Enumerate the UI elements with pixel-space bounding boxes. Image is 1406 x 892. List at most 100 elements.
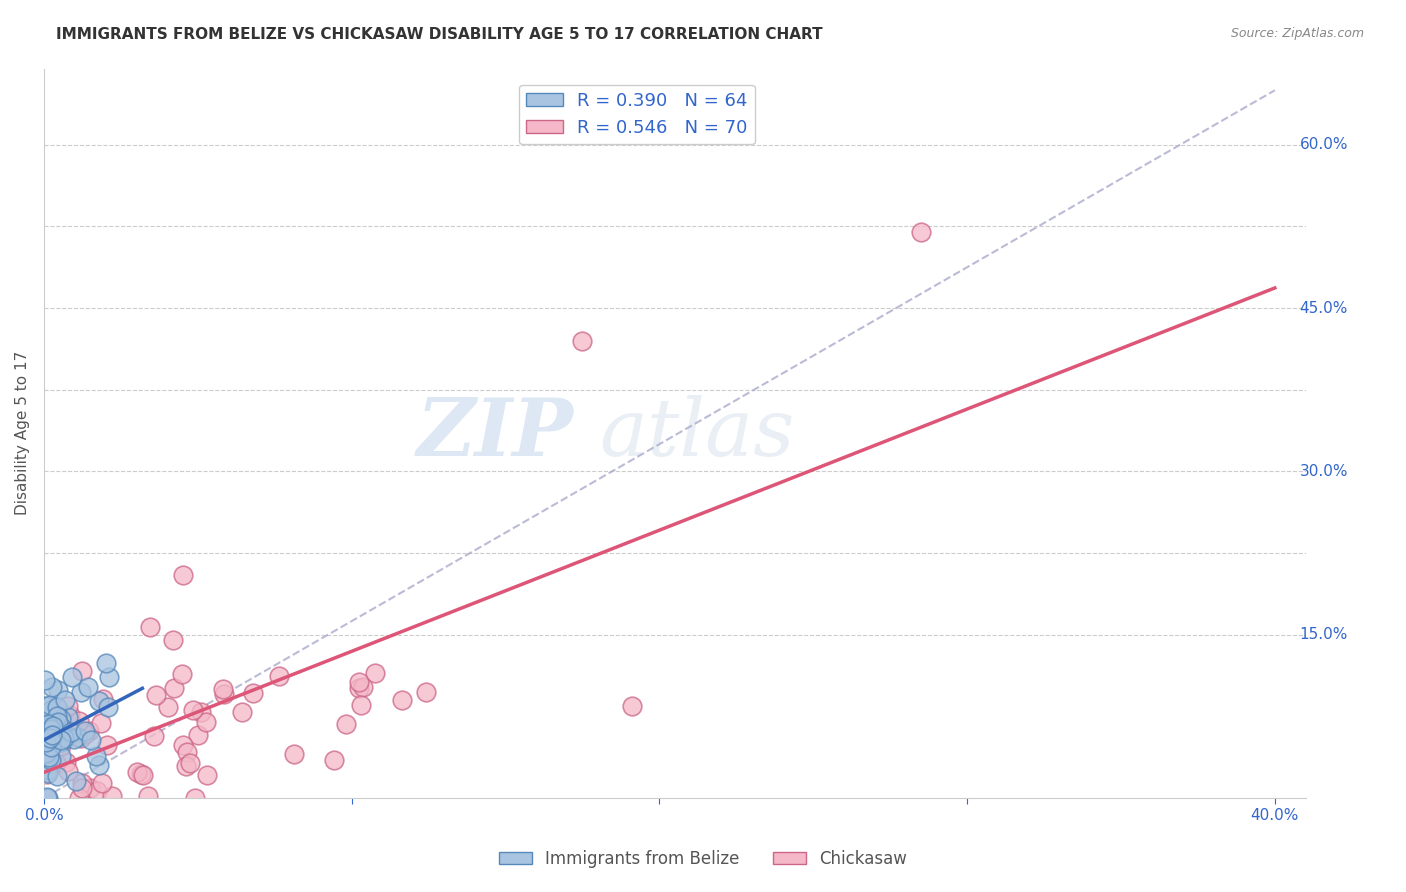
Point	[67, 714, 90, 729]
Point	[176, 745, 198, 759]
Point	[39, 723, 62, 737]
Point	[93, 692, 115, 706]
Point	[34, 721, 56, 735]
Point	[364, 665, 387, 680]
Point	[69, 791, 91, 805]
Point	[174, 759, 197, 773]
Point	[347, 681, 370, 695]
Point	[65, 773, 87, 788]
Text: atlas: atlas	[599, 394, 794, 472]
Point	[77, 680, 100, 694]
Point	[90, 775, 112, 789]
Point	[39, 717, 62, 731]
Point	[391, 693, 413, 707]
Point	[242, 686, 264, 700]
Point	[46, 699, 69, 714]
Point	[97, 699, 120, 714]
Point	[231, 705, 253, 719]
Point	[145, 688, 167, 702]
Point	[35, 746, 58, 760]
Legend: Immigrants from Belize, Chickasaw: Immigrants from Belize, Chickasaw	[492, 844, 914, 875]
Point	[55, 730, 77, 744]
Point	[37, 791, 59, 805]
Point	[53, 693, 76, 707]
Point	[45, 709, 67, 723]
Text: 30.0%: 30.0%	[1299, 464, 1348, 479]
Point	[35, 766, 58, 780]
Text: IMMIGRANTS FROM BELIZE VS CHICKASAW DISABILITY AGE 5 TO 17 CORRELATION CHART: IMMIGRANTS FROM BELIZE VS CHICKASAW DISA…	[56, 27, 823, 42]
Text: ZIP: ZIP	[418, 394, 574, 472]
Point	[350, 698, 373, 713]
Point	[77, 723, 100, 738]
Point	[39, 706, 62, 721]
Point	[45, 756, 67, 770]
Point	[70, 685, 93, 699]
Point	[41, 728, 63, 742]
Point	[34, 737, 56, 751]
Point	[172, 739, 194, 753]
Text: 60.0%: 60.0%	[1299, 137, 1348, 153]
Point	[352, 680, 374, 694]
Point	[80, 732, 103, 747]
Point	[70, 780, 93, 795]
Point	[269, 668, 291, 682]
Point	[70, 664, 93, 678]
Point	[49, 720, 72, 734]
Point	[347, 674, 370, 689]
Point	[214, 687, 236, 701]
Point	[34, 728, 56, 742]
Point	[125, 765, 148, 780]
Point	[70, 731, 93, 745]
Point	[46, 683, 69, 698]
Point	[59, 708, 82, 723]
Point	[335, 716, 357, 731]
Point	[42, 719, 65, 733]
Point	[41, 680, 63, 694]
Point	[39, 703, 62, 717]
Point	[132, 768, 155, 782]
Point	[38, 756, 60, 770]
Point	[53, 729, 76, 743]
Point	[51, 712, 73, 726]
Point	[571, 334, 593, 348]
Point	[96, 738, 118, 752]
Point	[72, 775, 94, 789]
Point	[34, 699, 56, 714]
Point	[44, 727, 66, 741]
Text: 45.0%: 45.0%	[1299, 301, 1348, 316]
Point	[97, 670, 120, 684]
Point	[100, 789, 122, 804]
Point	[49, 739, 72, 753]
Point	[58, 709, 80, 723]
Point	[37, 735, 59, 749]
Point	[90, 715, 112, 730]
Point	[89, 758, 111, 772]
Point	[79, 781, 101, 796]
Point	[37, 722, 59, 736]
Point	[162, 633, 184, 648]
Point	[172, 568, 194, 582]
Point	[138, 789, 160, 804]
Point	[620, 699, 643, 714]
Point	[39, 753, 62, 767]
Point	[38, 731, 60, 745]
Point	[94, 656, 117, 670]
Point	[415, 685, 437, 699]
Point	[39, 739, 62, 754]
Point	[34, 739, 56, 754]
Point	[183, 791, 205, 805]
Point	[35, 749, 58, 764]
Point	[55, 755, 77, 769]
Point	[37, 717, 59, 731]
Y-axis label: Disability Age 5 to 17: Disability Age 5 to 17	[15, 351, 30, 516]
Point	[44, 716, 66, 731]
Point	[156, 700, 179, 714]
Point	[84, 749, 107, 764]
Point	[195, 768, 218, 782]
Point	[34, 735, 56, 749]
Legend: R = 0.390   N = 64, R = 0.546   N = 70: R = 0.390 N = 64, R = 0.546 N = 70	[519, 85, 755, 145]
Point	[66, 730, 89, 744]
Point	[34, 673, 56, 688]
Point	[52, 731, 75, 746]
Point	[49, 721, 72, 735]
